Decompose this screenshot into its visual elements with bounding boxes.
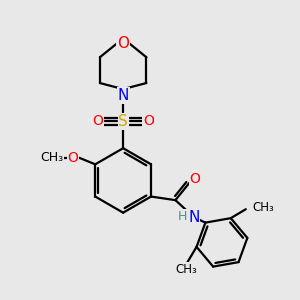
Text: O: O (68, 151, 79, 165)
Text: N: N (118, 88, 129, 103)
Text: CH₃: CH₃ (175, 262, 197, 276)
Text: CH₃: CH₃ (40, 152, 63, 164)
Text: O: O (93, 114, 104, 128)
Text: H: H (178, 210, 187, 223)
Text: O: O (117, 36, 129, 51)
Text: O: O (143, 114, 154, 128)
Text: S: S (118, 114, 128, 129)
Text: N: N (188, 210, 200, 225)
Text: CH₃: CH₃ (252, 201, 274, 214)
Text: O: O (189, 172, 200, 186)
